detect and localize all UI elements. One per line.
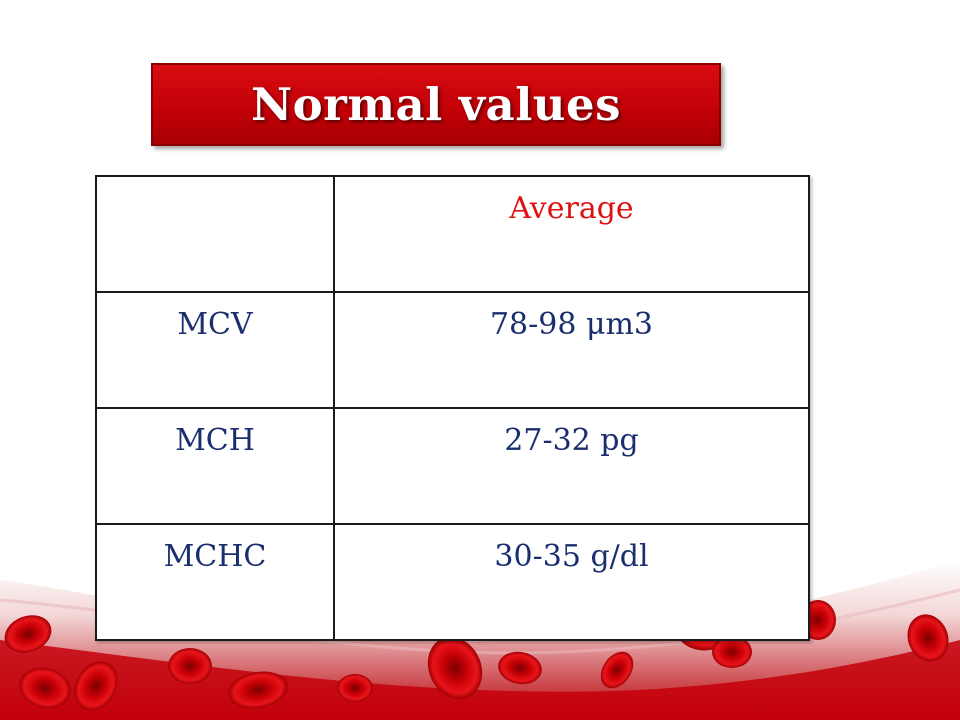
table-row: MCHC 30-35 g/dl — [95, 523, 810, 641]
header-cell-average: Average — [333, 175, 810, 293]
row-value: 78-98 μm3 — [333, 291, 810, 409]
row-value: 27-32 pg — [333, 407, 810, 525]
normal-values-table: Average MCV 78-98 μm3 MCH 27-32 pg MCHC … — [95, 175, 810, 641]
table-row: MCV 78-98 μm3 — [95, 291, 810, 409]
row-label: MCV — [95, 291, 335, 409]
page-title: Normal values — [251, 78, 621, 131]
table-row: MCH 27-32 pg — [95, 407, 810, 525]
row-label: MCH — [95, 407, 335, 525]
row-label: MCHC — [95, 523, 335, 641]
table-header-row: Average — [95, 175, 810, 293]
header-cell-empty — [95, 175, 335, 293]
title-banner: Normal values — [151, 63, 721, 146]
row-value: 30-35 g/dl — [333, 523, 810, 641]
